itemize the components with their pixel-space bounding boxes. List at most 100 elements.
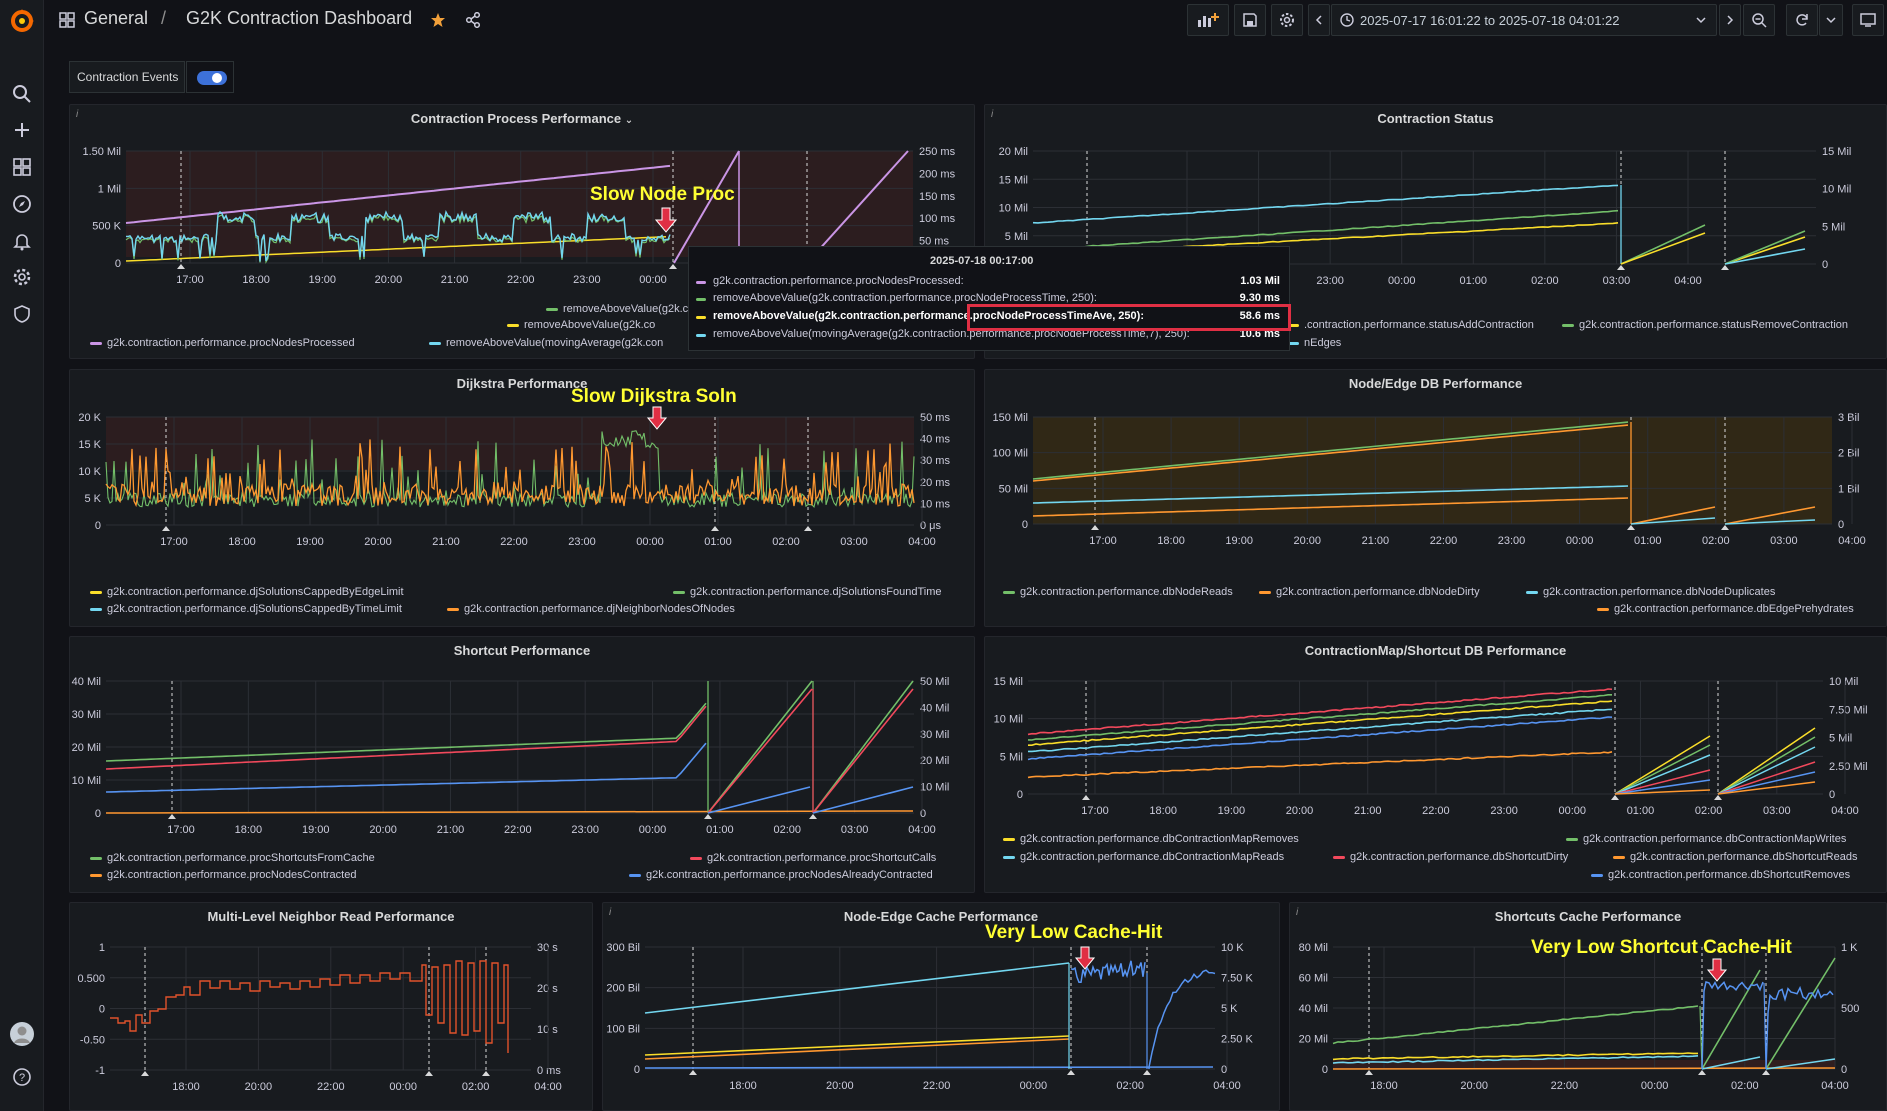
chart-node-edge-cache: 300 Bil 200 Bil 100 Bil 0 10 K 7.50 K 5 K 2.50 … (606, 942, 1253, 1092)
shield-icon[interactable] (12, 304, 32, 324)
y-left-tick: 0.500 (77, 973, 105, 985)
x-tick: 04:00 (908, 536, 936, 548)
legend-item[interactable]: g2k.contraction.performance.dbNodeDirty (1259, 586, 1480, 598)
highlight-box (967, 304, 1291, 331)
search-icon[interactable] (12, 84, 32, 104)
legend-item[interactable]: nEdges (1287, 337, 1341, 349)
tooltip-row: removeAboveValue(g2k.contraction.perform… (696, 292, 1282, 307)
legend-item[interactable]: g2k.contraction.performance.dbShortcutRe… (1591, 869, 1850, 881)
legend-item[interactable]: g2k.contraction.performance.procNodesPro… (90, 337, 355, 349)
panel-contraction-status[interactable]: i Contraction Status 20 Mil 15 Mil 10 Mil 5… (984, 104, 1887, 359)
panel-dijkstra-performance[interactable]: Dijkstra Performance 20 K 15 K 10 K 5 K 0 50 … (69, 369, 975, 627)
refresh-button[interactable] (1786, 4, 1818, 36)
y-left-tick: 80 Mil (1299, 942, 1328, 954)
x-tick: 22:00 (1430, 535, 1458, 547)
breadcrumb-folder[interactable]: General (84, 8, 149, 28)
dashboard-title[interactable]: G2K Contraction Dashboard (186, 8, 413, 28)
legend-item[interactable]: g2k.contraction.performance.procNodesAlr… (629, 869, 933, 881)
x-tick: 17:00 (1089, 535, 1117, 547)
legend-item[interactable]: removeAboveValue(g2k.c (546, 303, 688, 315)
settings-gear-icon[interactable] (12, 267, 32, 287)
legend-item[interactable]: g2k.contraction.performance.dbNodeDuplic… (1526, 586, 1775, 598)
help-icon[interactable]: ? (12, 1067, 32, 1087)
legend-item[interactable]: g2k.contraction.performance.dbShortcutDi… (1333, 851, 1568, 863)
legend-item[interactable]: removeAboveValue(movingAverage(g2k.con (429, 337, 663, 349)
legend-item[interactable]: g2k.contraction.performance.djSolutionsF… (673, 586, 942, 598)
legend-item[interactable]: g2k.contraction.performance.djSolutionsC… (90, 603, 402, 615)
time-forward-button[interactable] (1719, 4, 1741, 36)
dashboard-settings-button[interactable] (1271, 4, 1303, 36)
time-range-picker[interactable]: 2025-07-17 16:01:22 to 2025-07-18 04:01:… (1331, 4, 1717, 36)
legend-swatch (1566, 837, 1578, 841)
legend-item[interactable]: g2k.contraction.performance.dbContractio… (1566, 833, 1846, 845)
legend-label: g2k.contraction.performance.djSolutionsC… (107, 603, 402, 615)
panel-title[interactable]: Shortcut Performance (453, 643, 591, 658)
panel-title[interactable]: Contraction Process Performance ⌄ (410, 111, 634, 126)
plus-icon[interactable] (12, 120, 32, 140)
panel-node-edge-cache[interactable]: i Node-Edge Cache Performance 300 Bil 200… (602, 902, 1280, 1111)
x-tick: 00:00 (639, 274, 667, 286)
legend-item[interactable]: g2k.contraction.performance.djNeighborNo… (447, 603, 735, 615)
graph-tooltip: 2025-07-18 00:17:00 g2k.contraction.perf… (688, 246, 1290, 351)
alerting-bell-icon[interactable] (12, 231, 32, 251)
y-left-tick: 0 (634, 1064, 640, 1076)
save-dashboard-button[interactable] (1234, 4, 1266, 36)
panel-title[interactable]: Dijkstra Performance (456, 376, 588, 391)
legend-item[interactable]: g2k.contraction.performance.statusRemove… (1562, 319, 1848, 331)
panel-info-icon[interactable]: i (609, 907, 612, 918)
panel-info-icon[interactable]: i (1296, 907, 1299, 918)
panel-shortcuts-cache[interactable]: i Shortcuts Cache Performance 80 Mil 60 M… (1289, 902, 1887, 1111)
panel-info-icon[interactable]: i (991, 109, 994, 120)
zoom-out-button[interactable] (1743, 4, 1775, 36)
series-line (644, 1035, 1070, 1056)
share-icon[interactable] (465, 12, 481, 28)
tv-mode-button[interactable] (1852, 4, 1884, 36)
series-line (105, 439, 915, 508)
contraction-events-toggle[interactable] (186, 61, 234, 93)
grafana-logo-icon[interactable] (9, 8, 35, 34)
x-tick: 20:00 (826, 1080, 854, 1092)
x-tick: 04:00 (1831, 805, 1859, 817)
add-panel-button[interactable] (1187, 4, 1229, 36)
legend-item[interactable]: g2k.contraction.performance.dbEdgePrehyd… (1597, 603, 1854, 615)
panel-title[interactable]: ContractionMap/Shortcut DB Performance (1304, 643, 1567, 658)
legend-swatch (1613, 855, 1625, 859)
user-avatar-icon[interactable] (10, 1022, 34, 1046)
event-marker-icon (1698, 1070, 1706, 1075)
legend-item[interactable]: removeAboveValue(g2k.co (507, 319, 655, 331)
panel-title[interactable]: Node-Edge Cache Performance (843, 909, 1039, 924)
time-back-button[interactable] (1308, 4, 1330, 36)
panel-info-icon[interactable]: i (76, 109, 79, 120)
legend-label: g2k.contraction.performance.dbContractio… (1020, 833, 1299, 845)
legend-label: g2k.contraction.performance.dbShortcutRe… (1608, 869, 1851, 881)
legend-item[interactable]: g2k.contraction.performance.procNodesCon… (90, 869, 356, 881)
legend-item[interactable]: .contraction.performance.statusAddContra… (1287, 319, 1534, 331)
explore-compass-icon[interactable] (12, 194, 32, 214)
legend-item[interactable]: g2k.contraction.performance.dbContractio… (1003, 833, 1299, 845)
panel-title[interactable]: Shortcuts Cache Performance (1494, 909, 1682, 924)
panel-node-edge-db-performance[interactable]: Node/Edge DB Performance 150 Mil 100 Mil 5… (984, 369, 1887, 627)
legend-item[interactable]: g2k.contraction.performance.djSolutionsC… (90, 586, 404, 598)
x-tick: 23:00 (571, 824, 599, 836)
legend-swatch (90, 590, 102, 594)
panel-contractionmap-shortcut-db[interactable]: ContractionMap/Shortcut DB Performance 1… (984, 636, 1887, 893)
y-left-tick: 15 Mil (999, 174, 1028, 186)
refresh-interval-dropdown[interactable] (1819, 4, 1843, 36)
dashboards-icon[interactable] (12, 157, 32, 177)
legend-label: removeAboveValue(movingAverage(g2k.con (446, 337, 664, 349)
panel-title[interactable]: Multi-Level Neighbor Read Performance (207, 909, 455, 924)
panel-title[interactable]: Contraction Status (1377, 111, 1494, 126)
series-line (1027, 751, 1613, 779)
legend-item[interactable]: g2k.contraction.performance.dbShortcutRe… (1613, 851, 1857, 863)
legend-item[interactable]: g2k.contraction.performance.procShortcut… (690, 852, 936, 864)
legend-item[interactable]: g2k.contraction.performance.procShortcut… (90, 852, 375, 864)
panel-title[interactable]: Node/Edge DB Performance (1348, 376, 1523, 391)
series-line (1032, 485, 1629, 504)
legend-item[interactable]: g2k.contraction.performance.dbNodeReads (1003, 586, 1233, 598)
star-icon[interactable] (430, 12, 446, 28)
y-right-tick: 30 ms (920, 455, 950, 467)
panel-shortcut-performance[interactable]: Shortcut Performance 40 Mil 30 Mil 20 Mil 1… (69, 636, 975, 893)
panel-multilevel-neighbor-read[interactable]: Multi-Level Neighbor Read Performance 1 0… (69, 902, 593, 1111)
legend-item[interactable]: g2k.contraction.performance.dbContractio… (1003, 851, 1284, 863)
y-left-tick: 1 Mil (98, 183, 121, 195)
